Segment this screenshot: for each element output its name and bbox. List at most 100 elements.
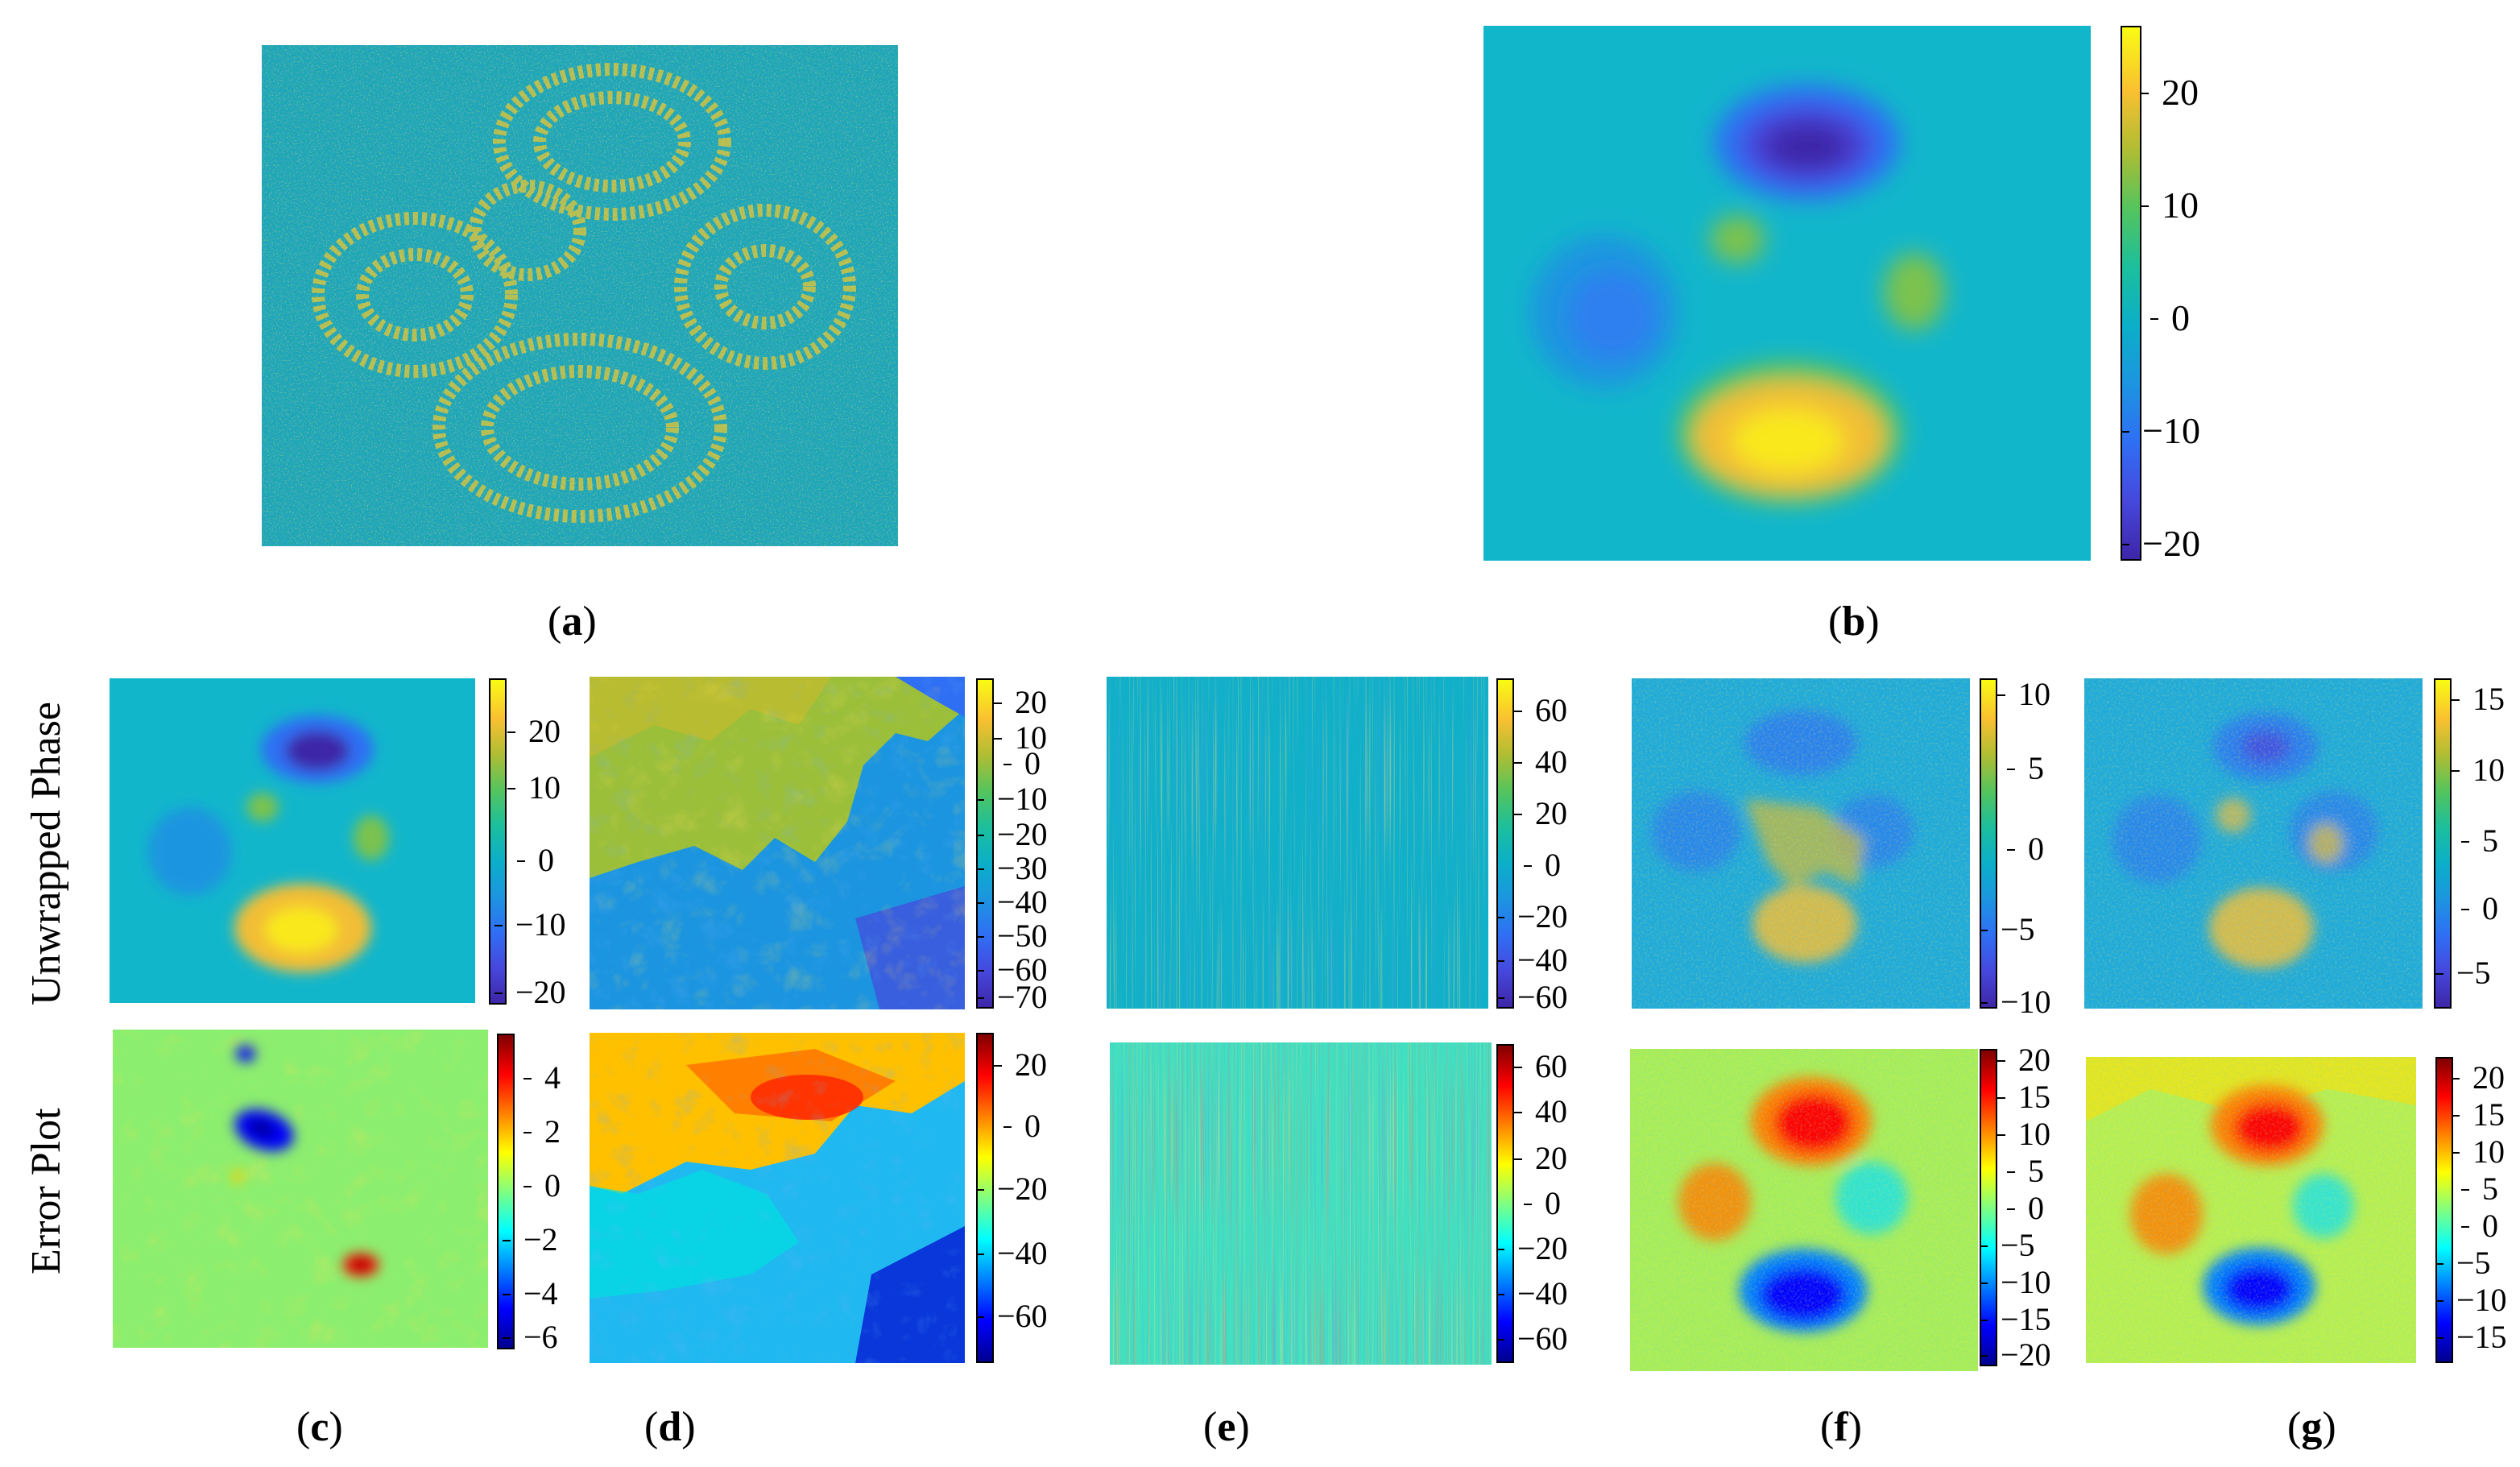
colorbar-f-bottom [1980,1049,1997,1366]
tick: 20 [2141,72,2199,113]
tick: −40 [1496,942,1568,978]
tick: 5 [2461,823,2498,859]
tick: 20 [2452,1059,2505,1096]
tick: −20 [976,1171,1048,1207]
tick: −10 [1980,984,2051,1020]
tick: 20 [1514,795,1567,831]
tick: −20 [494,974,566,1010]
tick: −5 [1980,911,2035,947]
colorbar-e-bottom [1496,1044,1514,1363]
colorbar-c-bottom [497,1034,515,1349]
tick: −5 [2435,955,2491,991]
colorbar-d-top [976,678,994,1009]
tick: 10 [2141,184,2199,226]
tick: −40 [976,1235,1048,1271]
tick: −10 [976,781,1048,817]
tick: 20 [1514,1140,1567,1176]
tick: 5 [2461,1171,2498,1207]
colorbar-b [2121,26,2141,561]
tick: −20 [976,816,1048,852]
tick: 20 [994,1046,1047,1083]
tick: 10 [2452,1133,2505,1170]
tick: −10 [2121,410,2200,451]
caption-g: (g) [2287,1404,2336,1450]
colorbar-f-top [1980,678,1997,1009]
tick: −15 [1980,1301,2051,1337]
colorbar-e-top [1496,678,1514,1009]
caption-d: (d) [644,1404,696,1450]
tick: −20 [1496,1230,1568,1266]
tick: −10 [494,906,566,943]
row-label-error-plot: Error Plot [23,1108,69,1274]
tick: −5 [2435,1245,2491,1281]
tick: −20 [1980,1336,2051,1373]
colorbar-g-top [2434,678,2452,1009]
tick: 20 [994,684,1047,720]
caption-a: (a) [548,599,597,644]
tick: −60 [976,1298,1048,1334]
caption-b: (b) [1828,599,1880,644]
tick: 10 [994,719,1047,756]
tick: 0 [1003,1108,1041,1144]
tick: 0 [2461,890,2498,926]
tick: −60 [976,951,1048,988]
tick: −4 [503,1275,558,1312]
tick: 4 [523,1059,561,1096]
tick: 60 [1514,692,1567,728]
tick: 10 [1997,676,2050,712]
tick: −15 [2435,1319,2507,1355]
tick: 5 [2007,750,2044,786]
tick: −20 [1496,898,1568,934]
tick: 0 [517,842,554,878]
tick: 0 [1524,847,1561,883]
tick: 15 [1997,1079,2050,1115]
colorbar-g-bottom [2435,1057,2453,1363]
caption-f: (f) [1820,1404,1862,1450]
tick: 5 [2007,1153,2044,1189]
tick: 0 [2007,1190,2044,1226]
tick: −5 [1980,1227,2035,1263]
tick: −60 [1496,1320,1568,1357]
tick: 0 [1003,745,1041,781]
unwrapped-phase-g [2084,678,2423,1009]
tick: 0 [2461,1208,2498,1244]
tick: −6 [503,1319,558,1355]
tick: 20 [507,713,561,749]
tick: 15 [2452,1096,2505,1133]
unwrapped-phase-c [110,678,475,1003]
error-plot-e [1110,1042,1492,1365]
tick: 20 [1997,1042,2050,1078]
unwrapped-phase-e [1107,677,1488,1009]
tick: 10 [507,769,561,806]
tick: −40 [976,884,1048,920]
tick: −60 [1496,979,1568,1015]
tick: −20 [2121,523,2200,564]
unwrapped-phase-f [1632,678,1970,1009]
true-phase-image-b [1483,26,2091,561]
tick: −30 [976,850,1048,886]
tick: −40 [1496,1275,1568,1312]
tick: 15 [2452,681,2505,717]
tick: −70 [976,979,1048,1015]
unwrapped-phase-d [590,677,965,1009]
wrapped-phase-image-a [262,45,898,546]
tick: 0 [523,1167,561,1204]
row-label-unwrapped-phase: Unwrapped Phase [23,702,69,1005]
colorbar-c-top [489,678,507,1005]
tick: 40 [1514,744,1567,780]
error-plot-c [113,1030,488,1348]
caption-e: (e) [1203,1404,1250,1450]
caption-c: (c) [296,1404,343,1450]
error-plot-f [1630,1049,1978,1371]
tick: 10 [2452,752,2505,788]
tick: 0 [2007,831,2044,867]
tick: 40 [1514,1093,1567,1129]
tick: 10 [1997,1116,2050,1152]
tick: −10 [2435,1282,2507,1318]
tick: 0 [2150,297,2190,338]
tick: 2 [523,1113,561,1150]
error-plot-g [2086,1057,2416,1363]
tick: 0 [1524,1185,1561,1221]
tick: −2 [503,1221,558,1258]
tick: −10 [1980,1264,2051,1300]
